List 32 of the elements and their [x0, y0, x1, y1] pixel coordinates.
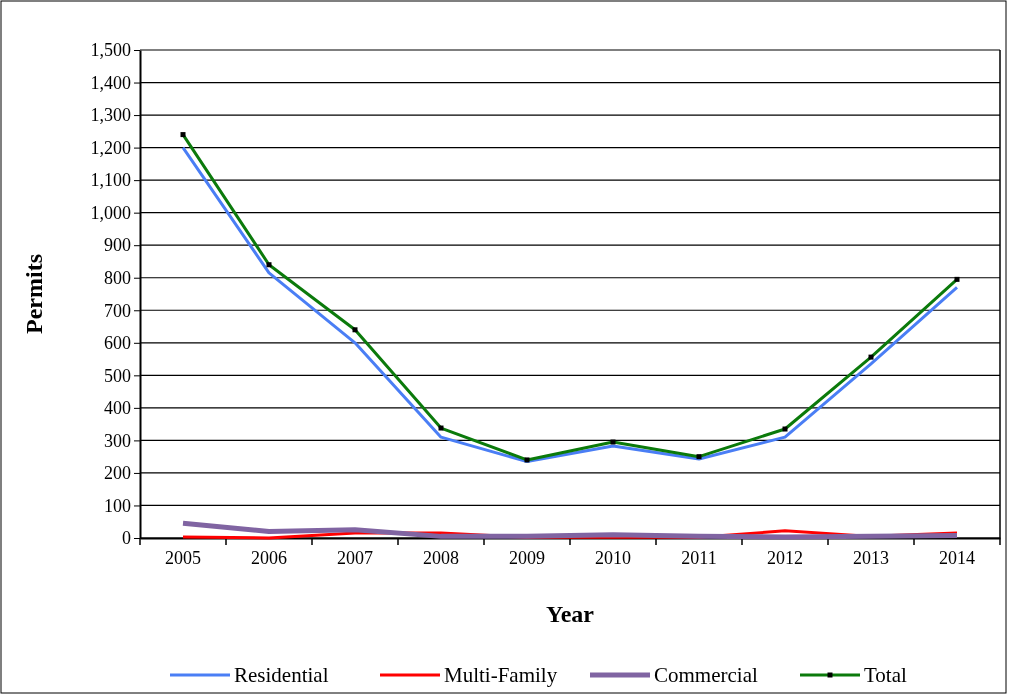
x-axis-title: Year [546, 601, 595, 627]
y-tick-label: 200 [104, 463, 131, 484]
y-tick-label: 1,300 [90, 105, 131, 126]
y-tick-label: 1,400 [90, 72, 131, 93]
y-tick-label: 1,100 [90, 170, 131, 191]
y-tick-label: 600 [104, 333, 131, 354]
y-tick-label: 1,200 [90, 137, 131, 158]
x-tick-label: 2013 [853, 548, 889, 569]
legend-label: Residential [234, 663, 329, 687]
y-tick-label: 500 [104, 365, 131, 386]
legend-label: Total [864, 663, 908, 687]
x-tick-label: 2006 [251, 548, 287, 569]
y-tick-label: 1,500 [90, 40, 131, 61]
x-tick-label: 2014 [939, 548, 975, 569]
legend-label: Commercial [654, 663, 758, 687]
y-tick-label: 100 [104, 495, 131, 516]
y-tick-label: 0 [122, 528, 131, 549]
x-tick-label: 2010 [595, 548, 631, 569]
y-tick-label: 800 [104, 267, 131, 288]
x-tick-label: 2009 [509, 548, 545, 569]
y-axis-title: Permits [21, 254, 47, 334]
x-tick-label: 2008 [423, 548, 459, 569]
x-tick-label: 2011 [681, 548, 717, 569]
y-tick-label: 1,000 [90, 202, 131, 223]
y-tick-label: 400 [104, 398, 131, 419]
y-tick-label: 300 [104, 430, 131, 451]
x-tick-label: 2005 [165, 548, 201, 569]
x-tick-label: 2007 [337, 548, 373, 569]
legend-label: Multi-Family [444, 663, 558, 687]
x-tick-label: 2012 [767, 548, 803, 569]
y-tick-label: 900 [104, 235, 131, 256]
y-tick-label: 700 [104, 300, 131, 321]
